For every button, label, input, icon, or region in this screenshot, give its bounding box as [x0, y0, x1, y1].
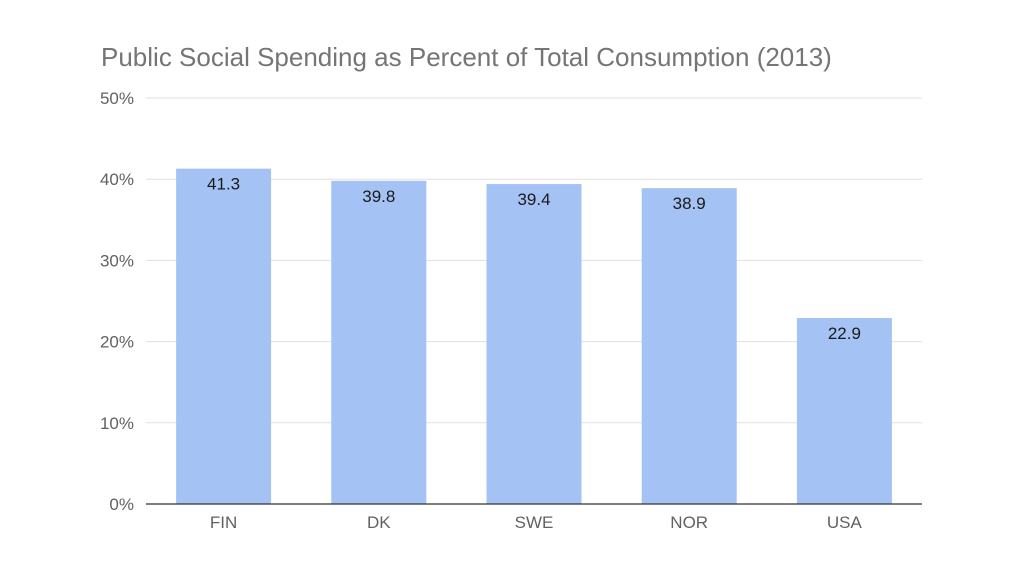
data-label: 39.8	[362, 187, 395, 206]
bar-swe	[486, 184, 582, 504]
bar-nor	[641, 188, 737, 504]
x-tick-label: SWE	[515, 513, 554, 532]
data-label: 38.9	[673, 194, 706, 213]
y-tick-label: 0%	[109, 495, 134, 514]
data-label: 22.9	[828, 324, 861, 343]
x-tick-label: USA	[827, 513, 863, 532]
bar-usa	[796, 318, 892, 504]
chart-title: Public Social Spending as Percent of Tot…	[101, 42, 832, 72]
x-tick-label: NOR	[670, 513, 708, 532]
y-tick-label: 10%	[100, 414, 134, 433]
y-tick-label: 40%	[100, 170, 134, 189]
labels: 0% 10% 20% 30% 40% 50% 41.3 FIN 39.8 DK 39.4 SWE 38.…	[100, 89, 863, 532]
y-tick-label: 50%	[100, 89, 134, 108]
data-label: 41.3	[207, 175, 240, 194]
x-tick-label: FIN	[210, 513, 237, 532]
data-label: 39.4	[517, 190, 550, 209]
y-tick-label: 30%	[100, 251, 134, 270]
bars	[176, 168, 892, 505]
bar-dk	[331, 180, 427, 504]
y-tick-label: 20%	[100, 333, 134, 352]
bar-fin	[176, 168, 272, 505]
x-tick-label: DK	[367, 513, 391, 532]
